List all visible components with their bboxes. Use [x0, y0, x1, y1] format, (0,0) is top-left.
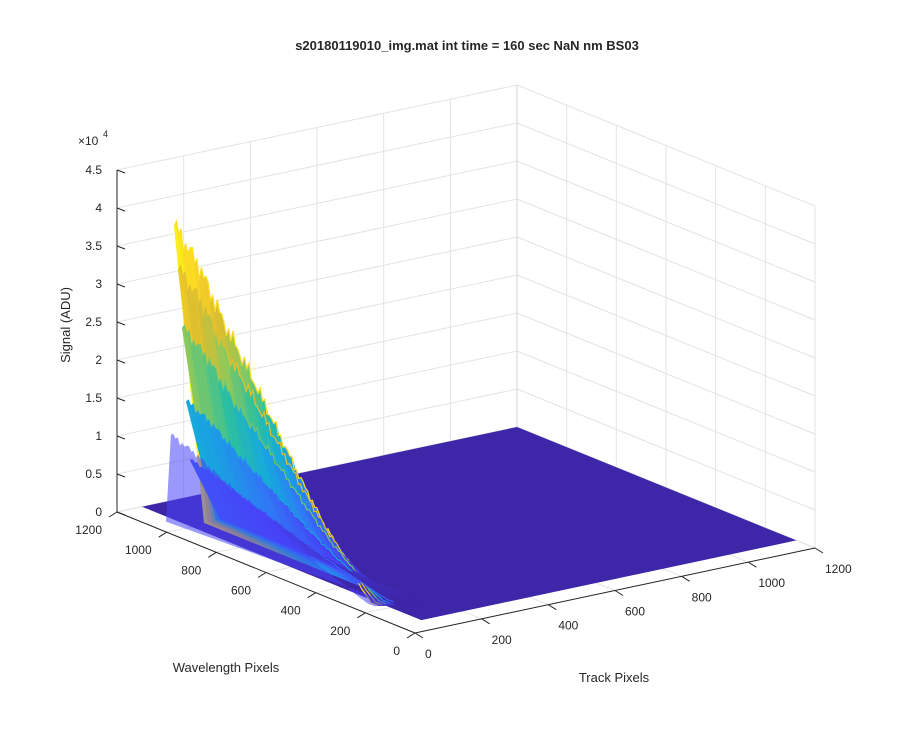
y-tick — [108, 511, 118, 518]
z-tick — [116, 321, 126, 326]
chart-title: s20180119010_img.mat int time = 160 sec … — [295, 38, 639, 53]
x-tick — [681, 575, 690, 582]
z-tick-label: 2.5 — [85, 315, 102, 329]
y-tick — [357, 612, 366, 619]
z-tick-label: 2 — [95, 353, 102, 367]
z-tick — [116, 169, 126, 174]
x-tick-label: 800 — [692, 590, 712, 604]
surface-ridge-facet — [391, 600, 424, 603]
z-tick-label: 1 — [95, 429, 102, 443]
x-tick-label: 400 — [558, 619, 578, 633]
x-tick — [548, 604, 557, 611]
z-tick — [116, 473, 126, 478]
z-axis-label: Signal (ADU) — [58, 287, 73, 363]
surface — [142, 219, 797, 621]
z-tick — [116, 283, 126, 288]
y-tick — [208, 551, 217, 558]
surface-ridge-edge — [177, 264, 383, 606]
x-tick — [414, 632, 424, 639]
x-tick — [481, 618, 490, 625]
z-tick — [116, 397, 126, 402]
y-tick — [307, 592, 316, 599]
y-tick — [158, 531, 167, 538]
z-tick — [116, 359, 126, 364]
x-tick-label: 1200 — [825, 562, 852, 576]
x-tick — [748, 561, 757, 568]
tick-labels: 0200400600800100012000200400600800100012… — [75, 163, 852, 661]
z-tick — [116, 435, 126, 440]
y-tick-label: 1000 — [125, 543, 152, 557]
z-exponent: ×10 4 — [78, 129, 108, 148]
z-tick-label: 0.5 — [85, 467, 102, 481]
y-tick-label: 600 — [231, 584, 251, 598]
y-tick — [406, 632, 416, 639]
z-tick — [116, 511, 126, 516]
z-exponent-power: 4 — [103, 129, 108, 139]
surface-front-wall — [166, 433, 397, 607]
y-axis-label: Wavelength Pixels — [173, 660, 280, 675]
axes-lines — [108, 169, 824, 639]
z-tick-label: 4 — [95, 201, 102, 215]
x-tick-label: 200 — [492, 633, 512, 647]
y-tick — [257, 572, 267, 578]
z-tick-label: 1.5 — [85, 391, 102, 405]
x-axis-label: Track Pixels — [579, 670, 650, 685]
z-tick — [116, 245, 126, 250]
x-tick-label: 0 — [425, 647, 432, 661]
x-tick — [614, 590, 624, 596]
z-tick-label: 0 — [95, 505, 102, 519]
y-tick-label: 400 — [281, 604, 301, 618]
z-tick-label: 3.5 — [85, 239, 102, 253]
surface-ridge-edge — [181, 324, 387, 605]
z-tick-label: 4.5 — [85, 163, 102, 177]
z-tick-label: 3 — [95, 277, 102, 291]
y-tick-label: 800 — [181, 563, 201, 577]
x-tick — [814, 547, 824, 554]
y-tick-label: 1200 — [75, 523, 102, 537]
x-tick-label: 1000 — [758, 576, 785, 590]
y-tick-label: 200 — [330, 624, 350, 638]
z-exponent-base: ×10 — [78, 134, 99, 148]
z-tick — [116, 207, 126, 212]
y-tick-label: 0 — [393, 644, 400, 658]
x-tick-label: 600 — [625, 605, 645, 619]
